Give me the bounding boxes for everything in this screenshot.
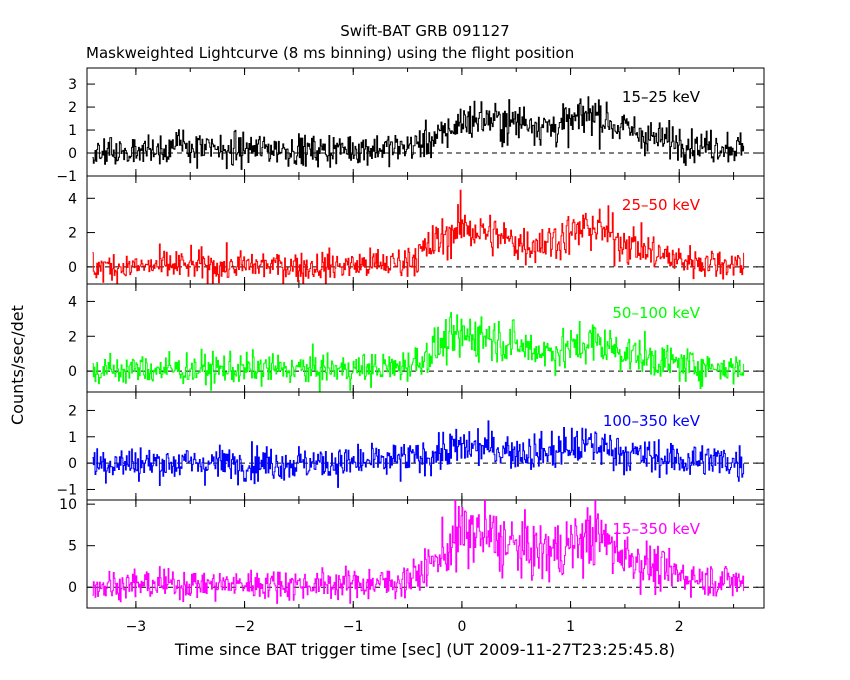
y-tick-label: 0 (68, 580, 77, 596)
panel-frame (86, 499, 765, 609)
series-line (92, 500, 745, 604)
y-tick-label: 2 (68, 329, 77, 345)
y-tick-label: 2 (68, 226, 77, 242)
x-tick-label: 0 (457, 619, 466, 635)
y-tick-label: 3 (68, 77, 77, 93)
y-tick-label: −1 (56, 482, 77, 498)
y-tick-label: 4 (68, 294, 77, 310)
band-label: 15–350 keV (612, 520, 700, 538)
series-line (92, 312, 745, 392)
y-tick-label: 10 (59, 497, 77, 513)
band-label: 15–25 keV (622, 88, 701, 106)
y-tick-label: 1 (68, 430, 77, 446)
y-tick-label: 1 (68, 123, 77, 139)
x-tick-label: 2 (675, 619, 684, 635)
y-tick-label: 2 (68, 403, 77, 419)
y-tick-label: 0 (68, 364, 77, 380)
series-line (92, 96, 745, 170)
y-tick-label: 0 (68, 456, 77, 472)
x-tick-label: 1 (566, 619, 575, 635)
band-label: 100–350 keV (603, 412, 701, 430)
y-tick-label: 0 (68, 260, 77, 276)
band-label: 50–100 keV (612, 304, 700, 322)
y-tick-label: 4 (68, 191, 77, 207)
y-tick-label: 2 (68, 100, 77, 116)
chart-subtitle: Maskweighted Lightcurve (8 ms binning) u… (86, 44, 575, 62)
x-tick-label: −1 (343, 619, 364, 635)
x-tick-label: −2 (234, 619, 255, 635)
band-label: 25–50 keV (622, 196, 701, 214)
series-line (92, 189, 745, 284)
y-tick-label: 5 (68, 539, 77, 555)
x-tick-label: −3 (126, 619, 147, 635)
y-tick-label: 0 (68, 146, 77, 162)
series-line (92, 420, 745, 488)
y-tick-label: −1 (56, 169, 77, 185)
panel-frame (86, 391, 765, 501)
y-axis-label: Counts/sec/det (8, 305, 27, 425)
chart-title: Swift-BAT GRB 091127 (340, 22, 510, 40)
x-axis-label: Time since BAT trigger time [sec] (UT 20… (174, 640, 676, 659)
